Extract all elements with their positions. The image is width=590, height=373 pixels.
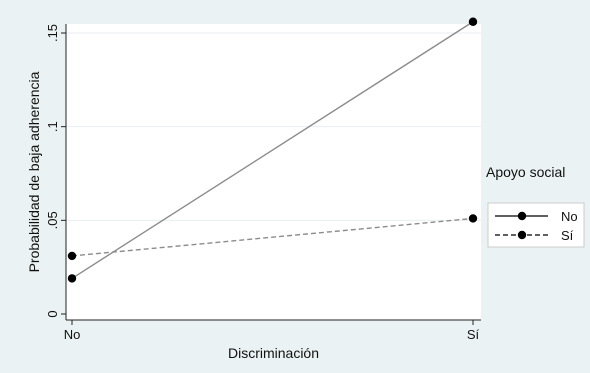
series-line-1 [71,217,474,257]
legend-label-1: Sí [561,228,574,243]
legend-entries: No Sí [495,209,578,243]
series-line-0 [71,21,474,279]
axes: 0 .05 .1 .15 No Sí [45,24,481,342]
y-tick-label-1: .05 [45,211,60,229]
data-point-1-0 [67,251,77,261]
data-point-0-0 [67,274,77,283]
series-group [67,17,478,283]
grid-lines [66,32,481,221]
legend-marker-1 [517,230,527,240]
x-tick-label-1: Sí [467,327,480,342]
data-point-1-1 [468,214,478,223]
plot-area [66,24,481,320]
legend-marker-0 [517,211,527,221]
y-axis-title: Probabilidad de baja adherencia [26,71,42,272]
y-tick-label-3: .15 [45,24,60,42]
x-tick-label-0: No [64,327,81,342]
legend-box [487,202,585,248]
x-axis-title: Discriminación [228,345,319,361]
legend-title: Apoyo social [486,164,565,180]
data-point-0-1 [468,17,478,26]
legend-label-0: No [561,209,578,224]
y-tick-label-2: .1 [45,121,60,132]
y-tick-label-0: 0 [45,310,60,317]
